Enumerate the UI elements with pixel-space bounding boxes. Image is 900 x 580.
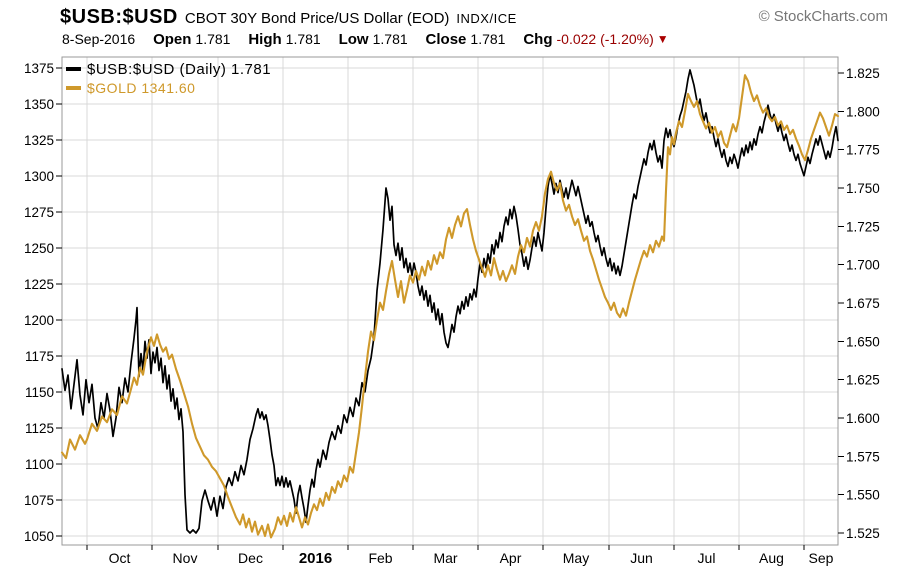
left-axis-label: 1225 (24, 277, 54, 292)
x-axis-month-label: Feb (368, 550, 392, 566)
x-axis-month-label: Oct (109, 550, 131, 566)
left-axis-label: 1350 (24, 97, 54, 112)
right-axis-label: 1.600 (846, 411, 880, 426)
right-axis-label: 1.550 (846, 488, 880, 503)
x-axis-month-label: 2016 (299, 550, 332, 567)
left-axis-label: 1050 (24, 529, 54, 544)
close-label: Close (425, 31, 467, 48)
left-axis-label: 1250 (24, 241, 54, 256)
gold-series-line (60, 74, 840, 539)
quote-bar: 8-Sep-2016 Open 1.781 High 1.781 Low 1.781 … (62, 31, 669, 48)
chg-label: Chg (523, 31, 553, 48)
right-axis-label: 1.700 (846, 258, 880, 273)
left-axis-label: 1200 (24, 313, 54, 328)
usb-line-swatch-icon (66, 67, 81, 71)
right-axis-label: 1.675 (846, 296, 880, 311)
x-axis-month-label: Apr (500, 550, 522, 566)
left-axis-label: 1175 (25, 349, 54, 364)
quote-date: 8-Sep-2016 (62, 31, 136, 47)
left-axis-label: 1300 (24, 169, 54, 184)
legend-gold-label: $GOLD 1341.60 (87, 80, 196, 96)
legend-usb-row: $USB:$USD (Daily) 1.781 (66, 60, 271, 79)
left-axis-label: 1375 (24, 61, 54, 76)
legend-gold-row: $GOLD 1341.60 (66, 79, 271, 98)
open-value: 1.781 (195, 31, 231, 47)
chg-value: -0.022 (-1.20%) (556, 31, 654, 47)
left-axis-label: 1125 (25, 421, 54, 436)
chart-header: $USB:$USD CBOT 30Y Bond Price/US Dollar (… (60, 6, 517, 29)
high-value: 1.781 (285, 31, 321, 47)
x-axis-month-label: Aug (759, 550, 784, 566)
symbol-title: $USB:$USD (60, 6, 178, 28)
x-axis-month-label: Dec (238, 550, 263, 566)
right-axis-label: 1.800 (846, 104, 880, 119)
chart-legend: $USB:$USD (Daily) 1.781 $GOLD 1341.60 (66, 60, 271, 98)
stockcharts-copyright: © StockCharts.com (758, 8, 888, 25)
symbol-description: CBOT 30Y Bond Price/US Dollar (EOD) (184, 10, 450, 27)
plot-border (61, 56, 839, 546)
right-axis-label: 1.725 (846, 219, 880, 234)
x-axis-month-label: Sep (809, 550, 834, 566)
left-axis-label: 1275 (24, 205, 54, 220)
usb-series-line (61, 69, 839, 534)
right-axis-label: 1.575 (846, 449, 880, 464)
close-value: 1.781 (470, 31, 506, 47)
right-axis-label: 1.775 (846, 143, 880, 158)
x-axis-month-label: Mar (433, 550, 457, 566)
x-axis-month-label: Nov (173, 550, 198, 566)
right-axis-label: 1.750 (846, 181, 880, 196)
x-axis-month-label: Jul (698, 550, 716, 566)
gold-line-swatch-icon (66, 86, 81, 90)
right-axis-label: 1.650 (846, 334, 880, 349)
low-value: 1.781 (372, 31, 408, 47)
open-label: Open (153, 31, 192, 48)
x-axis-month-label: May (563, 550, 589, 566)
left-axis-label: 1100 (25, 457, 54, 472)
x-axis-month-label: Jun (630, 550, 653, 566)
legend-usb-label: $USB:$USD (Daily) 1.781 (87, 61, 272, 78)
change-down-triangle-icon: ▼ (656, 32, 669, 46)
left-axis-label: 1325 (24, 133, 54, 148)
high-label: High (248, 31, 282, 48)
right-axis-label: 1.825 (846, 66, 880, 81)
low-label: Low (338, 31, 369, 48)
left-axis-label: 1150 (25, 385, 54, 400)
right-axis-label: 1.525 (846, 526, 880, 541)
left-axis-label: 1075 (24, 493, 54, 508)
right-axis-label: 1.625 (846, 373, 880, 388)
exchange-label: INDX/ICE (456, 11, 517, 26)
